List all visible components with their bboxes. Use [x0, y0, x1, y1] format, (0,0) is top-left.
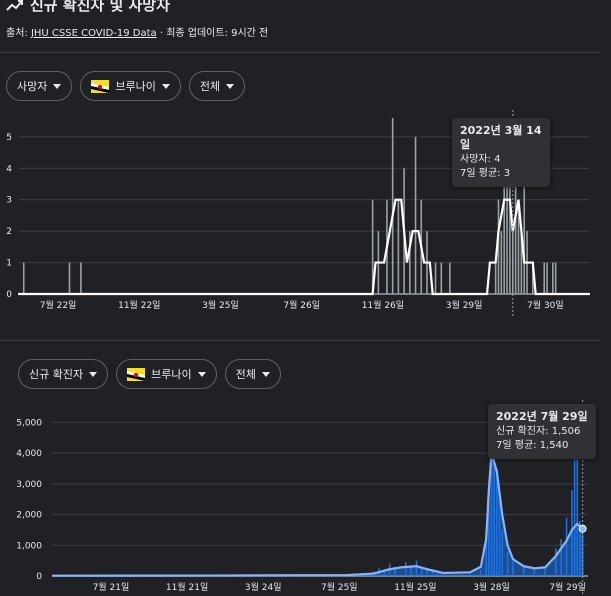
- hover-dot: [578, 524, 587, 533]
- deaths-tooltip: 2022년 3월 14일 사망자: 4 7일 평균: 3: [452, 118, 550, 187]
- bar: [552, 262, 554, 294]
- x-tick-label: 7월 22일: [40, 299, 77, 311]
- bar: [500, 231, 503, 294]
- source-prefix: 출처:: [6, 28, 31, 39]
- bar: [506, 136, 508, 294]
- y-tick-label: 0: [6, 290, 12, 300]
- x-tick-label: 7월 29일: [549, 581, 586, 593]
- y-tick-label: 5: [6, 133, 12, 143]
- y-tick-label: 1: [6, 259, 12, 269]
- bar: [494, 262, 497, 294]
- title-row: 신규 확진자 및 사망자: [6, 0, 170, 15]
- tooltip-average: 7일 평균: 1,540: [496, 440, 569, 451]
- x-tick-label: 11월 26일: [362, 299, 404, 311]
- country-chip[interactable]: 브루나이: [116, 359, 217, 389]
- x-tick-label: 11월 25일: [394, 581, 436, 593]
- y-tick-label: 4: [6, 164, 12, 174]
- y-tick-label: 0: [36, 572, 42, 582]
- average-line: [51, 452, 584, 577]
- x-tick-label: 7월 21일: [93, 581, 130, 593]
- tooltip-average: 7일 평균: 3: [460, 168, 511, 179]
- chip-label: 전체: [235, 368, 256, 381]
- chip-label: 브루나이: [115, 80, 156, 93]
- average-line: [18, 198, 590, 296]
- y-tick-label: 2: [6, 227, 12, 237]
- tooltip-date: 2022년 3월 14일: [460, 124, 542, 151]
- bar: [573, 450, 576, 576]
- caret-down-icon: [197, 371, 206, 377]
- bar: [520, 231, 523, 294]
- x-tick-label: 7월 25일: [321, 581, 358, 593]
- range-chip[interactable]: 전체: [224, 359, 281, 389]
- bar: [503, 168, 505, 294]
- x-tick-label: 3월 25일: [202, 299, 239, 311]
- x-tick-label: 3월 29일: [446, 299, 483, 311]
- chip-label: 사망자: [17, 80, 48, 93]
- chip-label: 전체: [199, 80, 221, 93]
- country-chip[interactable]: 브루나이: [80, 71, 181, 101]
- page-title: 신규 확진자 및 사망자: [30, 0, 170, 14]
- caret-down-icon: [226, 83, 235, 89]
- bar: [409, 231, 411, 294]
- y-tick-label: 5,000: [16, 418, 42, 428]
- x-tick-label: 3월 24일: [245, 581, 282, 593]
- y-tick-label: 4,000: [16, 449, 42, 459]
- metric-chip[interactable]: 신규 확진자: [18, 359, 109, 389]
- cases-tooltip: 2022년 7월 29일 신규 확진자: 1,506 7일 평균: 1,540: [488, 404, 596, 459]
- metric-chip[interactable]: 사망자: [6, 71, 73, 101]
- source-link[interactable]: JHU CSSE COVID-19 Data: [30, 28, 157, 39]
- bar: [576, 456, 579, 576]
- header: 신규 확진자 및 사망자 출처: JHU CSSE COVID-19 Data …: [0, 0, 611, 60]
- bar: [546, 262, 548, 294]
- caret-down-icon: [53, 83, 62, 89]
- bar: [414, 136, 417, 294]
- bar: [554, 262, 557, 294]
- x-tick-label: 11월 21일: [166, 581, 208, 593]
- bar: [68, 262, 71, 294]
- cases-chart[interactable]: 0 1,000 2,000 3,000 4,000 5,000 7월 21일 11월 21일 3…: [0, 398, 611, 596]
- bar: [449, 262, 451, 294]
- x-tick-label: 3월 28일: [473, 581, 510, 593]
- bar: [391, 118, 394, 294]
- tooltip-value: 신규 확진자: 1,506: [496, 426, 581, 437]
- bar: [523, 168, 526, 294]
- divider: [0, 52, 600, 53]
- y-tick-label: 1,000: [16, 541, 42, 551]
- bar: [434, 262, 437, 294]
- x-tick-label: 7월 30일: [527, 299, 564, 311]
- bar: [22, 262, 25, 294]
- bar: [371, 199, 374, 294]
- y-tick-label: 3: [6, 196, 12, 206]
- bar: [397, 199, 400, 294]
- brunei-flag-icon: [91, 79, 110, 93]
- brunei-flag-icon: [127, 367, 146, 381]
- bar: [497, 199, 500, 294]
- y-tick-label: 3,000: [16, 480, 42, 490]
- source-suffix: · 최종 업데이트: 9시간 전: [156, 28, 269, 39]
- caret-down-icon: [161, 83, 170, 89]
- caret-down-icon: [261, 371, 270, 377]
- tooltip-date: 2022년 7월 29일: [496, 410, 588, 423]
- tooltip-value: 사망자: 4: [460, 154, 501, 165]
- bar: [532, 262, 534, 294]
- bar: [509, 168, 511, 294]
- chip-label: 신규 확진자: [29, 368, 84, 381]
- trending-up-icon: [6, 0, 23, 11]
- bar: [517, 199, 520, 294]
- divider: [0, 340, 600, 341]
- chip-label: 브루나이: [151, 368, 192, 381]
- y-tick-label: 2,000: [16, 511, 42, 521]
- x-tick-label: 7월 26일: [283, 299, 320, 311]
- range-chip[interactable]: 전체: [188, 71, 246, 101]
- panel1-chip-row: 사망자 브루나이 전체: [6, 71, 246, 101]
- panel2-chip-row: 신규 확진자 브루나이 전체: [18, 359, 281, 389]
- bar: [543, 262, 546, 294]
- caret-down-icon: [89, 371, 98, 377]
- bar: [80, 262, 82, 294]
- bar: [440, 262, 443, 294]
- x-tick-label: 11월 22일: [118, 299, 160, 311]
- source-line: 출처: JHU CSSE COVID-19 Data · 최종 업데이트: 9시…: [6, 24, 268, 39]
